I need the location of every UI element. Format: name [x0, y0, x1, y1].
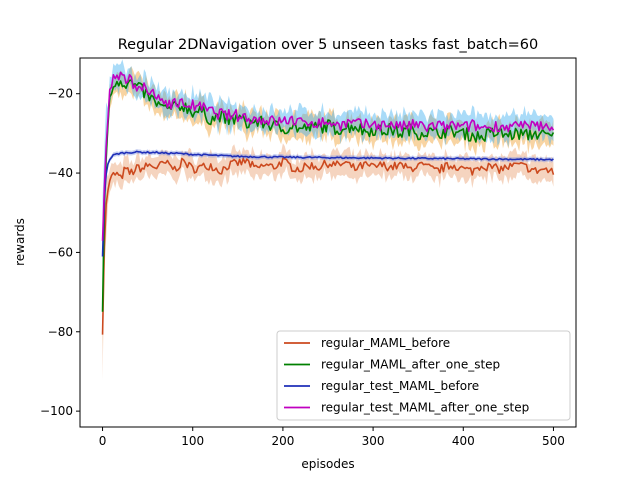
y-axis-label: rewards — [13, 218, 27, 266]
y-tick-label: −80 — [48, 325, 73, 339]
x-tick-label: 500 — [542, 434, 565, 448]
series-line — [101, 157, 555, 335]
x-tick-label: 100 — [181, 434, 204, 448]
y-tick-label: −40 — [48, 166, 73, 180]
x-axis-ticks: 0 100 200 300 400 500 — [99, 427, 565, 448]
legend-label: regular_test_MAML_after_one_step — [321, 401, 529, 415]
legend-label: regular_MAML_after_one_step — [321, 358, 500, 372]
legend: regular_MAML_before regular_MAML_after_on… — [276, 330, 571, 421]
legend-label: regular_MAML_before — [321, 336, 450, 350]
y-tick-label: −100 — [40, 404, 73, 418]
chart-title: Regular 2DNavigation over 5 unseen tasks… — [118, 37, 539, 53]
series-line — [101, 150, 554, 257]
x-axis-label: episodes — [301, 457, 354, 471]
x-tick-label: 200 — [271, 434, 294, 448]
series-line — [101, 79, 555, 312]
y-axis-ticks: −100 −80 −60 −40 −20 — [40, 87, 80, 418]
series-lines — [101, 71, 555, 335]
plot-frame — [79, 57, 577, 428]
x-tick-label: 400 — [452, 434, 475, 448]
y-tick-label: −20 — [48, 87, 73, 101]
x-tick-label: 300 — [362, 434, 385, 448]
legend-box — [276, 330, 571, 421]
legend-label: regular_test_MAML_before — [321, 379, 479, 393]
series-line — [101, 71, 555, 241]
series-band — [102, 66, 554, 349]
x-tick-label: 0 — [99, 434, 107, 448]
y-tick-label: −60 — [48, 245, 73, 259]
